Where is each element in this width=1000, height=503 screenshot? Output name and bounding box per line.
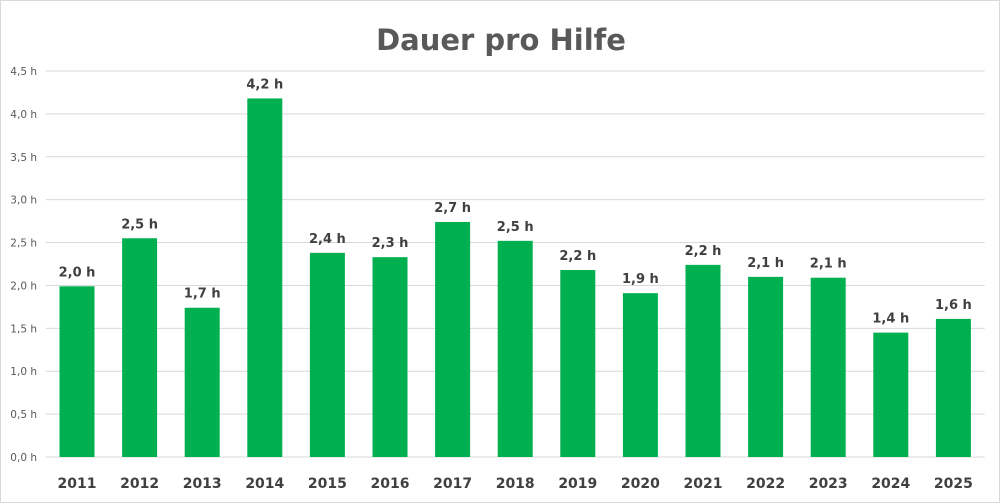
bar-2021 [685, 264, 721, 457]
bar-2011 [59, 286, 95, 457]
y-tick-label: 4,0 h [10, 109, 37, 121]
y-tick-label: 3,0 h [10, 195, 37, 207]
y-tick-label: 1,0 h [10, 366, 37, 378]
data-label: 2,5 h [497, 220, 534, 235]
x-tick-label: 2013 [183, 476, 222, 492]
x-tick-label: 2021 [684, 476, 723, 492]
x-tick-label: 2014 [245, 476, 284, 492]
data-label: 1,7 h [184, 287, 221, 302]
y-tick-label: 1,5 h [10, 323, 37, 335]
x-tick-label: 2018 [496, 476, 535, 492]
y-tick-label: 3,5 h [10, 152, 37, 164]
data-label: 1,4 h [872, 312, 909, 327]
x-tick-label: 2017 [433, 476, 472, 492]
data-label: 4,2 h [246, 77, 283, 92]
data-label: 2,3 h [372, 236, 409, 251]
data-label: 2,7 h [434, 201, 471, 216]
bar-2022 [748, 276, 784, 457]
bar-2012 [122, 238, 158, 457]
y-tick-label: 0,5 h [10, 409, 37, 421]
bar-2025 [935, 318, 971, 457]
x-tick-label: 2012 [120, 476, 159, 492]
x-tick-label: 2011 [58, 476, 97, 492]
bar-2020 [622, 293, 658, 457]
data-label: 2,2 h [559, 249, 596, 264]
x-tick-label: 2015 [308, 476, 347, 492]
data-label: 2,4 h [309, 232, 346, 247]
bar-2023 [810, 277, 846, 457]
chart-title: Dauer pro Hilfe [376, 23, 626, 57]
x-tick-label: 2022 [746, 476, 785, 492]
bar-2018 [497, 240, 533, 457]
y-tick-label: 2,5 h [10, 238, 37, 250]
y-tick-label: 0,0 h [10, 452, 37, 464]
bar-2013 [184, 307, 220, 457]
bar-2014 [247, 98, 283, 458]
x-tick-label: 2025 [934, 476, 973, 492]
y-tick-label: 4,5 h [10, 66, 37, 78]
bar-2024 [873, 332, 909, 457]
data-label: 2,1 h [747, 256, 784, 271]
bar-2015 [309, 252, 345, 457]
x-tick-label: 2016 [371, 476, 410, 492]
x-tick-label: 2020 [621, 476, 660, 492]
x-tick-label: 2024 [871, 476, 910, 492]
bar-2016 [372, 257, 408, 457]
x-tick-label: 2019 [558, 476, 597, 492]
y-tick-label: 2,0 h [10, 280, 37, 292]
bar-2019 [560, 270, 596, 457]
bar-2017 [435, 221, 471, 457]
data-label: 1,6 h [935, 298, 972, 313]
data-label: 2,5 h [121, 217, 158, 232]
data-label: 2,1 h [810, 257, 847, 272]
data-label: 1,9 h [622, 272, 659, 287]
data-label: 2,0 h [59, 265, 96, 280]
x-tick-label: 2023 [809, 476, 848, 492]
data-label: 2,2 h [685, 244, 722, 259]
